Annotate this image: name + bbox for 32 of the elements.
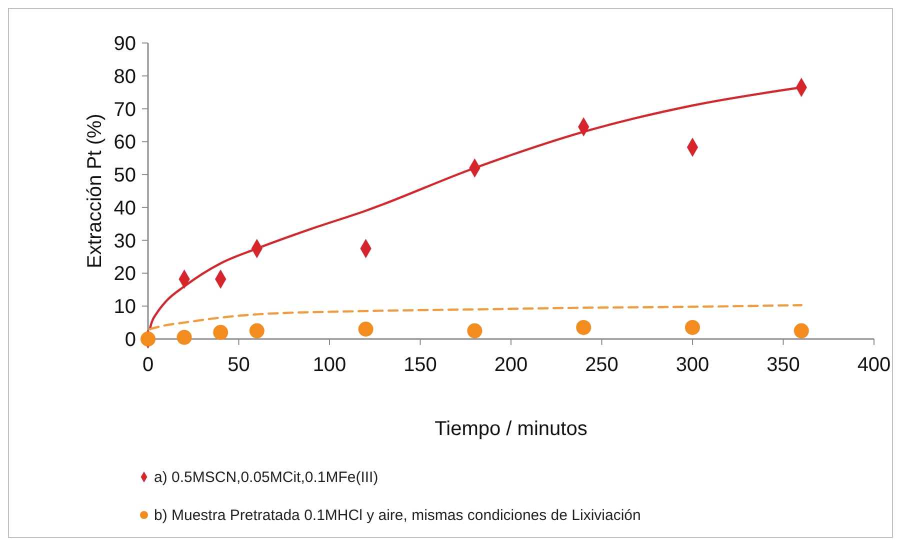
legend-label: a) 0.5MSCN,0.05MCit,0.1MFe(III) bbox=[154, 469, 378, 486]
legend-label: b) Muestra Pretratada 0.1MHCl y aire, mismas condiciones de Lixiviación bbox=[154, 507, 641, 524]
y-tick-label: 20 bbox=[114, 263, 136, 286]
point bbox=[685, 320, 700, 335]
y-tick-label: 0 bbox=[124, 329, 136, 351]
y-tick-label: 10 bbox=[114, 296, 136, 318]
y-tick-label: 40 bbox=[114, 197, 136, 220]
x-tick-label: 150 bbox=[404, 354, 437, 376]
point bbox=[176, 330, 192, 345]
y-axis-title: Extracción Pt (%) bbox=[84, 114, 106, 268]
point bbox=[249, 323, 264, 338]
y-tick-label: 50 bbox=[114, 164, 136, 187]
x-tick-label: 50 bbox=[228, 354, 250, 376]
point bbox=[467, 323, 482, 338]
point bbox=[140, 332, 156, 346]
point bbox=[213, 324, 228, 340]
x-tick-label: 300 bbox=[676, 354, 710, 376]
x-tick-label: 100 bbox=[312, 354, 346, 376]
x-tick-label: 400 bbox=[857, 354, 891, 376]
x-tick-label: 350 bbox=[766, 354, 800, 376]
y-tick-label: 80 bbox=[114, 66, 136, 88]
point bbox=[576, 320, 592, 335]
x-tick-label: 200 bbox=[494, 354, 528, 376]
y-tick-label: 60 bbox=[114, 132, 136, 154]
y-tick-label: 30 bbox=[114, 230, 136, 252]
y-tick-label: 90 bbox=[114, 33, 136, 55]
point bbox=[358, 322, 374, 337]
x-tick-label: 0 bbox=[142, 354, 154, 376]
x-axis-title: Tiempo / minutos bbox=[434, 418, 588, 440]
point bbox=[794, 323, 809, 338]
y-tick-label: 70 bbox=[114, 98, 136, 121]
x-tick-label: 250 bbox=[585, 354, 618, 376]
